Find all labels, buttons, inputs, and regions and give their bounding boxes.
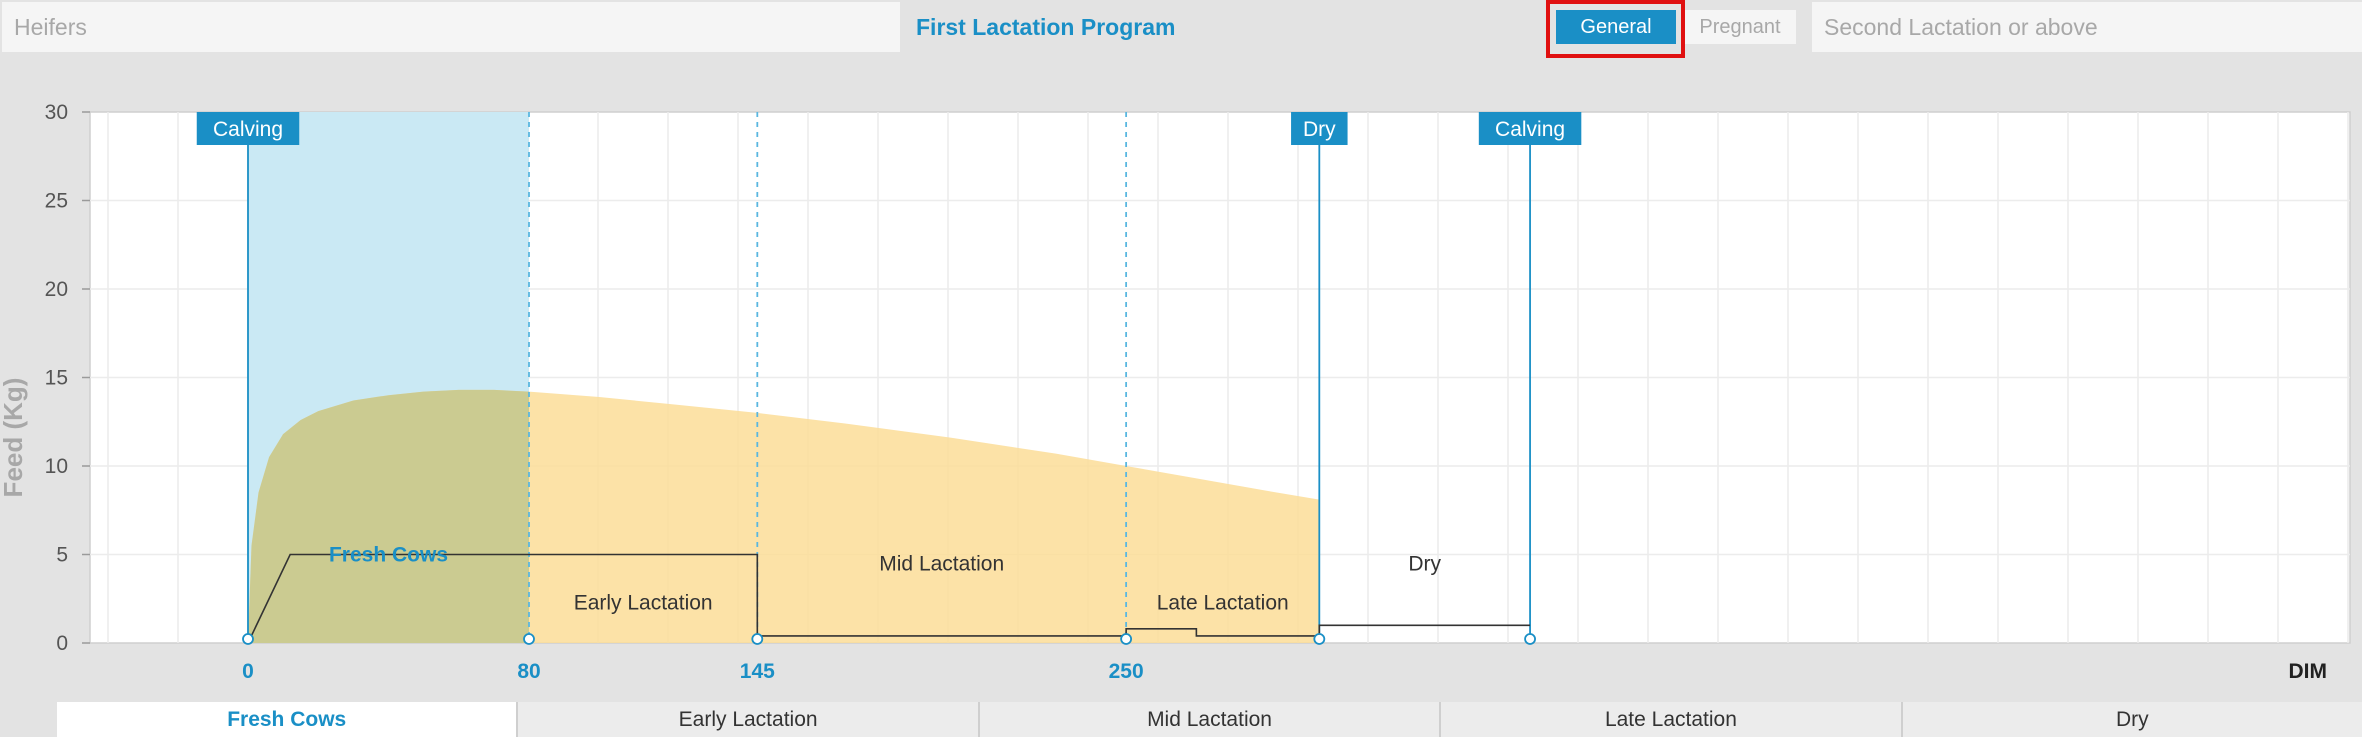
event-flag [1291,112,1348,145]
x-axis-label: DIM [2289,660,2328,683]
phase-label: Fresh Cows [329,544,448,567]
tab-first-lactation[interactable]: First Lactation Program [904,2,1556,52]
tab-heifers[interactable]: Heifers [2,2,900,52]
event-flag-label: Calving [213,118,283,141]
feed-chart: 0 5 10 15 20 25 30 Calving Dry Calving Fresh Cows E… [0,101,2351,683]
y-tick-label: 15 [45,367,68,390]
phase-label: Dry [1408,552,1441,575]
pregnant-button-label: Pregnant [1699,15,1781,38]
phase-label: Early Lactation [574,591,713,614]
event-flag [196,112,300,145]
tab-first-lactation-label: First Lactation Program [916,13,1176,40]
tab-late-lactation[interactable]: Late Lactation [1441,702,1903,737]
y-tick-label: 20 [45,278,68,301]
y-tick-label: 25 [45,190,68,213]
x-tick-label: 145 [740,660,775,683]
phase-tabs: Fresh Cows Early Lactation Mid Lactation… [57,702,2362,737]
tab-fresh-cows-label: Fresh Cows [227,707,347,731]
general-button-label: General [1580,15,1652,38]
phase-label: Late Lactation [1157,591,1289,614]
tab-dry-label: Dry [2115,707,2149,731]
y-tick-label: 5 [56,544,68,567]
y-tick-label: 0 [56,632,68,655]
feed-line [247,553,1531,644]
tab-heifers-label: Heifers [14,13,87,40]
pregnant-button[interactable]: Pregnant [1684,10,1796,44]
boundary-marker [1120,633,1133,645]
tab-early-lactation-label: Early Lactation [678,707,818,731]
boundary-marker [1313,633,1326,645]
x-tick-label: 80 [517,660,540,683]
tab-late-lactation-label: Late Lactation [1604,707,1737,731]
tab-early-lactation[interactable]: Early Lactation [518,702,980,737]
tab-second-lactation[interactable]: Second Lactation or above [1812,2,2362,52]
boundary-marker [523,633,535,645]
tab-dry[interactable]: Dry [1902,702,2362,737]
y-tick-label: 30 [45,101,68,124]
selection-highlight [1546,0,1685,58]
boundary-marker [751,633,764,645]
event-flag [1478,112,1582,145]
y-tick-label: 10 [45,455,68,478]
tab-fresh-cows[interactable]: Fresh Cows [57,702,519,737]
boundary-marker [1524,633,1536,645]
y-axis-label: Feed (Kg) [0,378,28,498]
event-flag-label: Dry [1303,118,1336,141]
fresh-milk-overlap [248,389,529,643]
x-tick-label: 0 [242,660,254,683]
tab-mid-lactation-label: Mid Lactation [1147,707,1272,731]
lactation-program-tabs: Heifers First Lactation Program General … [0,0,2362,58]
phase-label: Mid Lactation [879,552,1004,575]
event-flag-label: Calving [1495,118,1565,141]
tab-second-lactation-label: Second Lactation or above [1824,13,2098,40]
tab-mid-lactation[interactable]: Mid Lactation [979,702,1442,737]
boundary-marker [242,633,254,645]
general-button[interactable]: General [1556,10,1676,44]
x-tick-label: 250 [1109,660,1144,683]
